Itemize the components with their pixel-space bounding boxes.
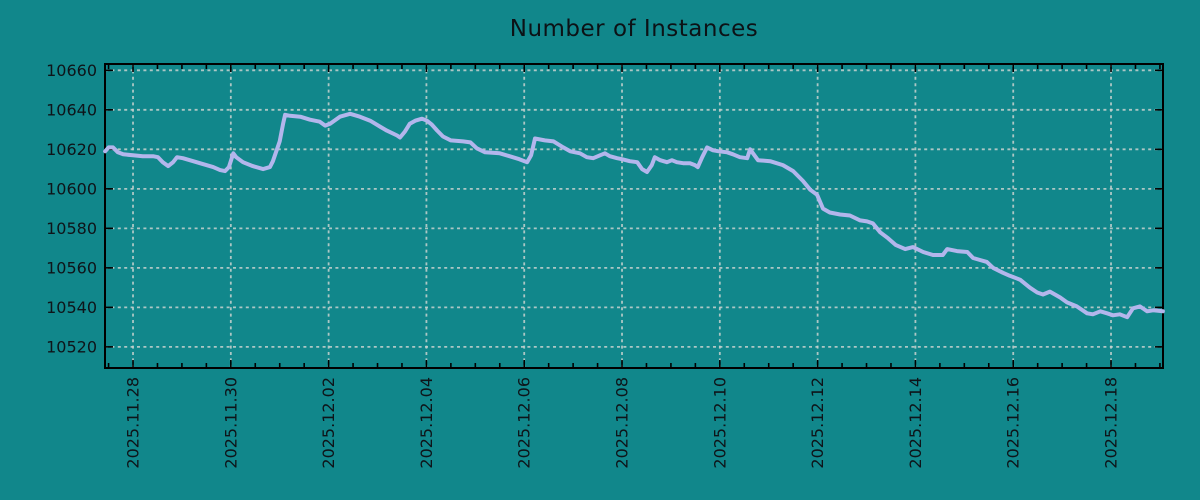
y-tick-label: 10640 [46,100,97,119]
x-tick-label: 2025.12.14 [906,377,925,469]
x-tick-label: 2025.12.16 [1004,377,1023,469]
y-tick-label: 10580 [46,219,97,238]
y-tick-label: 10600 [46,179,97,198]
x-tick-label: 2025.12.02 [319,377,338,469]
y-tick-label: 10620 [46,140,97,159]
x-tick-label: 2025.12.10 [710,377,729,469]
y-tick-label: 10660 [46,61,97,80]
x-tick-label: 2025.12.18 [1102,377,1121,469]
series-line-instances [103,111,1165,320]
x-tick-label: 2025.12.08 [613,377,632,469]
x-tick-label: 2025.11.30 [221,377,240,469]
axis-tick-labels: 2025.11.28 2025.11.30 2025.12.02 2025.12.04… [46,61,1120,469]
x-tick-label: 2025.11.28 [124,377,143,469]
y-tick-label: 10540 [46,298,97,317]
y-tick-label: 10560 [46,258,97,277]
x-tick-label: 2025.12.12 [808,377,827,469]
axis-ticks [105,64,1163,368]
x-tick-label: 2025.12.06 [515,377,534,469]
plot-border [104,63,1164,369]
chart-title: Number of Instances [509,16,759,42]
y-tick-label: 10520 [46,337,97,356]
x-tick-label: 2025.12.04 [417,377,436,469]
grid-lines [105,64,1163,368]
